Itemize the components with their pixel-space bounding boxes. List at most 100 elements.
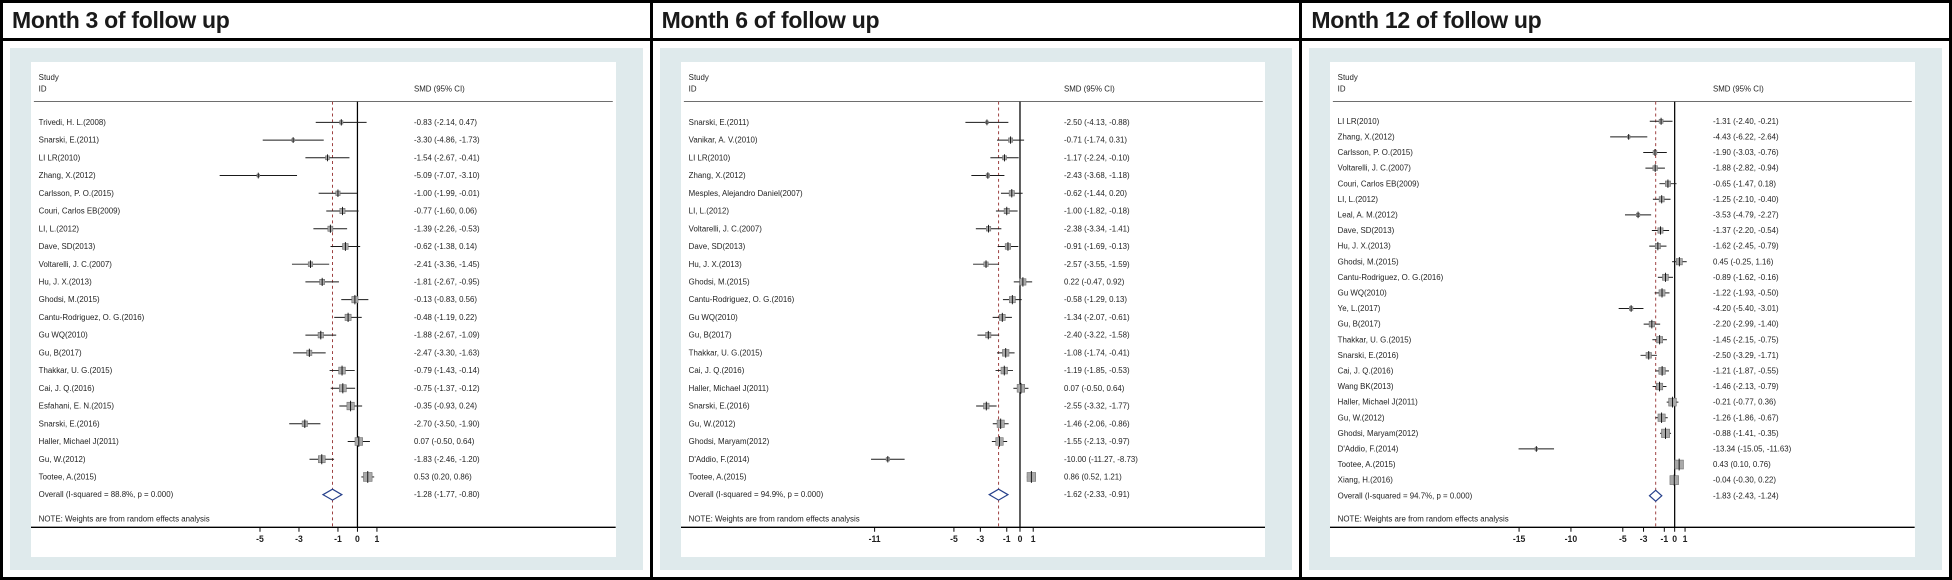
study-effect-value: -1.00 (-1.99, -0.01) (414, 189, 480, 198)
study-effect-value: 0.07 (-0.50, 0.64) (414, 437, 475, 446)
study-effect-value: -1.31 (-2.40, -0.21) (1713, 117, 1779, 126)
study-effect-value: -1.81 (-2.67, -0.95) (414, 277, 480, 286)
study-effect-value: 0.53 (0.20, 0.86) (414, 472, 472, 481)
study-effect-value: -1.88 (-2.82, -0.94) (1713, 164, 1779, 173)
study-id: Leal, A. M.(2012) (1338, 210, 1398, 219)
study-id: LI LR(2010) (688, 153, 730, 162)
study-effect-value: -2.47 (-3.30, -1.63) (414, 348, 480, 357)
study-id: LI, L.(2012) (688, 206, 729, 215)
overall-diamond (987, 488, 1009, 501)
study-effect-value: -1.55 (-2.13, -0.97) (1064, 437, 1130, 446)
study-effect-value: -0.79 (-1.43, -0.14) (414, 366, 480, 375)
study-effect-value: -5.09 (-7.07, -3.10) (414, 171, 480, 180)
x-tick-label: -15 (1513, 534, 1526, 544)
panel-title-month-6: Month 6 of follow up (652, 3, 1300, 41)
study-effect-value: -1.34 (-2.07, -0.61) (1064, 313, 1130, 322)
study-id: Ghodsi, Maryam(2012) (1338, 429, 1419, 438)
study-id: Cai, J. Q.(2016) (1338, 366, 1394, 375)
x-tick-label: 0 (1673, 534, 1678, 544)
x-tick-label: 1 (1030, 534, 1035, 544)
column-header-id: ID (39, 85, 47, 94)
study-effect-value: -0.58 (-1.29, 0.13) (1064, 295, 1127, 304)
x-tick-label: 1 (1683, 534, 1688, 544)
column-header-study: Study (688, 73, 708, 82)
study-id: Carlsson, P. O.(2015) (1338, 148, 1414, 157)
panel-body-month-12: Study ID SMD (95% CI) LI LR(2010) -1.31 (-2.… (1302, 41, 1950, 577)
study-effect-value: -1.26 (-1.86, -0.67) (1713, 413, 1779, 422)
study-id: Couri, Carlos EB(2009) (1338, 179, 1420, 188)
study-effect-value: -0.83 (-2.14, 0.47) (414, 118, 477, 127)
panel-body-month-3: Study ID SMD (95% CI) Trivedi, H. L.(2008) -… (3, 41, 650, 577)
study-effect-value: -0.13 (-0.83, 0.56) (414, 295, 477, 304)
x-tick-label: 1 (375, 534, 380, 544)
study-id: Cai, J. Q.(2016) (39, 384, 95, 393)
study-effect-value: 0.07 (-0.50, 0.64) (1064, 384, 1125, 393)
study-id: Voltarelli, J. C.(2007) (688, 224, 761, 233)
study-id: Ghodsi, M.(2015) (688, 277, 749, 286)
study-effect-value: -0.75 (-1.37, -0.12) (414, 384, 480, 393)
study-id: Hu, J. X.(2013) (39, 277, 92, 286)
study-effect-value: -1.25 (-2.10, -0.40) (1713, 195, 1779, 204)
study-id: Dave, SD(2013) (688, 242, 745, 251)
x-tick-label: -1 (1661, 534, 1669, 544)
column-header-smd: SMD (95% CI) (1064, 85, 1115, 94)
column-header-study: Study (39, 73, 59, 82)
study-id: Voltarelli, J. C.(2007) (39, 260, 112, 269)
study-id: Esfahani, E. N.(2015) (39, 401, 115, 410)
study-id: Thakkar, U. G.(2015) (39, 366, 113, 375)
study-effect-value: -4.43 (-6.22, -2.64) (1713, 132, 1779, 141)
study-id: Cantu-Rodriguez, O. G.(2016) (39, 313, 145, 322)
x-tick-label: -5 (256, 534, 264, 544)
study-effect-value: -0.91 (-1.69, -0.13) (1064, 242, 1130, 251)
x-tick-label: -1 (334, 534, 342, 544)
study-id: Gu, W.(2012) (1338, 413, 1385, 422)
x-tick-label: -3 (976, 534, 984, 544)
column-header-id: ID (688, 85, 696, 94)
study-id: Ghodsi, M.(2015) (39, 295, 100, 304)
overall-label: Overall (I-squared = 94.7%, p = 0.000) (1338, 491, 1473, 500)
study-effect-value: -1.46 (-2.13, -0.79) (1713, 382, 1779, 391)
x-tick-label: -3 (295, 534, 303, 544)
x-tick-label: -1 (1003, 534, 1011, 544)
study-id: LI LR(2010) (1338, 117, 1380, 126)
x-tick-label: -11 (868, 534, 880, 544)
study-effect-value: -13.34 (-15.05, -11.63) (1713, 444, 1792, 453)
overall-label: Overall (I-squared = 94.9%, p = 0.000) (688, 490, 823, 499)
overall-diamond (321, 488, 344, 501)
study-id: LI, L.(2012) (1338, 195, 1379, 204)
study-id: Cantu-Rodriguez, O. G.(2016) (1338, 273, 1444, 282)
column-header-study: Study (1338, 73, 1358, 82)
study-id: Gu, B(2017) (39, 348, 82, 357)
study-effect-value: -0.77 (-1.60, 0.06) (414, 206, 477, 215)
study-effect-value: -1.37 (-2.20, -0.54) (1713, 226, 1779, 235)
study-id: LI LR(2010) (39, 153, 81, 162)
study-id: Dave, SD(2013) (1338, 226, 1395, 235)
overall-effect-value: -1.83 (-2.43, -1.24) (1713, 491, 1779, 500)
study-effect-value: -0.04 (-0.30, 0.22) (1713, 476, 1776, 485)
study-id: Haller, Michael J(2011) (39, 437, 119, 446)
overall-label: Overall (I-squared = 88.8%, p = 0.000) (39, 490, 174, 499)
study-effect-value: -0.65 (-1.47, 0.18) (1713, 179, 1776, 188)
study-id: Tootee, A.(2015) (688, 472, 746, 481)
panel-month-6: Month 6 of follow up Study ID SMD (95% CI)… (649, 3, 1300, 577)
study-effect-value: -1.19 (-1.85, -0.53) (1064, 366, 1130, 375)
study-id: Cantu-Rodriguez, O. G.(2016) (688, 295, 794, 304)
panel-month-3: Month 3 of follow up Study ID SMD (95% CI)… (3, 3, 650, 577)
study-id: Snarski, E.(2011) (688, 118, 749, 127)
study-id: Snarski, E.(2016) (1338, 351, 1399, 360)
column-header-smd: SMD (95% CI) (414, 85, 465, 94)
study-id: Haller, Michael J(2011) (688, 384, 768, 393)
study-effect-value: -3.53 (-4.79, -2.27) (1713, 210, 1779, 219)
study-effect-value: -1.22 (-1.93, -0.50) (1713, 288, 1779, 297)
study-id: Gu, B(2017) (688, 331, 731, 340)
study-id: Ye, L.(2017) (1338, 304, 1381, 313)
study-id: Snarski, E.(2011) (39, 136, 100, 145)
x-tick-label: -5 (1619, 534, 1627, 544)
study-id: Gu, W.(2012) (39, 455, 86, 464)
plot-frame-month-6: Study ID SMD (95% CI) Snarski, E.(2011) -2.5… (659, 48, 1293, 570)
study-id: Thakkar, U. G.(2015) (688, 348, 762, 357)
study-effect-value: -2.55 (-3.32, -1.77) (1064, 401, 1130, 410)
x-tick-label: -10 (1565, 534, 1578, 544)
study-id: Snarski, E.(2016) (39, 419, 100, 428)
